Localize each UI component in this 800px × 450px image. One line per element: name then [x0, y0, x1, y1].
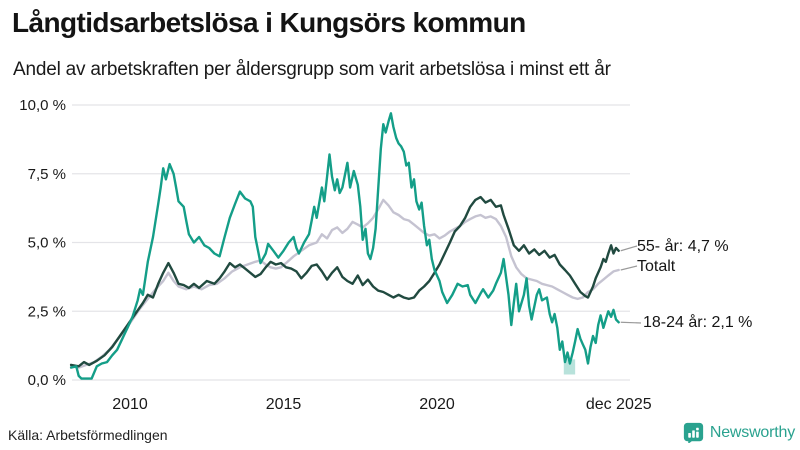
leader-line-totalt — [620, 265, 638, 271]
y-tick-label: 7,5 % — [28, 166, 66, 183]
x-tick-label: 2010 — [112, 396, 148, 413]
x-tick-label: 2015 — [266, 396, 302, 413]
series-line-totalt — [69, 198, 620, 369]
leader-line-18-24-ar — [620, 321, 642, 324]
series-line-55-ar — [69, 195, 620, 368]
series-end-label-18-24-ar: 18-24 år: 2,1 % — [643, 314, 753, 331]
newsworthy-logo: Newsworthy — [683, 422, 795, 443]
leader-line-55-ar — [620, 245, 638, 252]
x-tick-label: dec 2025 — [586, 396, 652, 413]
chart-subtitle: Andel av arbetskraften per åldersgrupp s… — [13, 59, 611, 80]
lowpoint-highlight-band — [563, 359, 576, 375]
page-title: Långtidsarbetslösa i Kungsörs kommun — [12, 7, 526, 38]
y-tick-label: 2,5 % — [28, 303, 66, 320]
newsworthy-wordmark: Newsworthy — [709, 423, 795, 441]
source-credit: Källa: Arbetsförmedlingen — [8, 427, 168, 443]
y-tick-label: 0,0 % — [28, 372, 66, 389]
series-end-label-totalt: Totalt — [637, 258, 676, 275]
newsworthy-icon — [683, 422, 703, 443]
y-tick-label: 10,0 % — [19, 97, 66, 114]
y-tick-label: 5,0 % — [28, 235, 66, 252]
series-end-label-55-ar: 55- år: 4,7 % — [637, 238, 729, 255]
series-line-18-24-ar — [69, 112, 620, 380]
x-tick-label: 2020 — [419, 396, 455, 413]
